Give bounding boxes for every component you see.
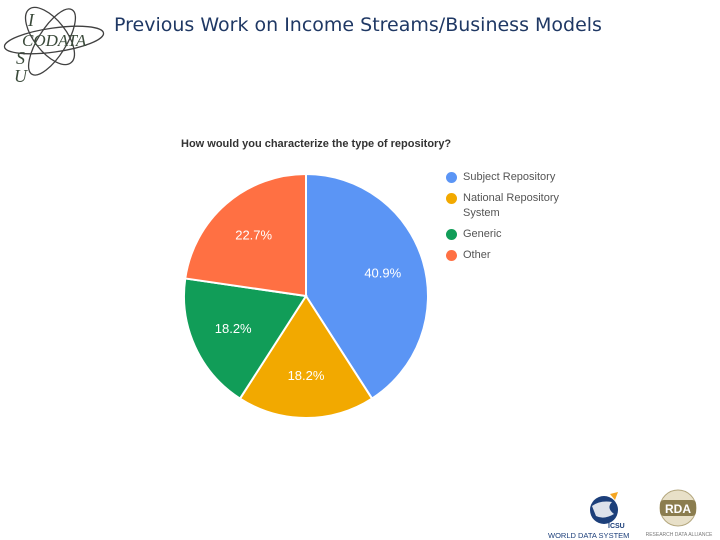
logo-letter-u: U [14,66,28,84]
pie-slice-generic[interactable] [183,277,308,400]
icsu-wds-logo: ICSU WORLD DATA SYSTEM [548,492,629,540]
rda-text: RDA [665,502,691,516]
logo-letter-s: S [16,48,25,68]
codata-logo: I CODATA S U [3,6,105,84]
wds-text: WORLD DATA SYSTEM [548,531,629,540]
icsu-text: ICSU [608,523,625,530]
rda-tagline: RESEARCH DATA ALLIANCE [646,532,713,538]
legend-swatch [446,193,457,204]
slide-title: Previous Work on Income Streams/Business… [114,14,602,36]
pie-chart: 40.9% 18.2% 18.2% 22.7% [183,172,429,419]
pie-slice-national-repository-system[interactable] [238,294,374,419]
pie-data-label: 18.2% [215,321,252,336]
chart-title: How would you characterize the type of r… [181,138,452,150]
legend-swatch [446,172,457,183]
pie-slice-other[interactable] [184,172,307,298]
pie-data-label: 22.7% [235,227,272,242]
chart-legend: Subject Repository National Repository S… [446,170,596,269]
legend-label: Other [463,249,491,261]
legend-label: Subject Repository [463,171,556,183]
pie-data-label: 18.2% [288,368,325,383]
logo-letter-i: I [27,10,35,30]
rda-logo: RDA RESEARCH DATA ALLIANCE [646,489,713,538]
legend-swatch [446,229,457,240]
legend-label: National Repository System [463,192,559,219]
legend-swatch [446,250,457,261]
legend-item-other[interactable]: Other [446,248,596,263]
legend-label: Generic [463,228,502,240]
pie-data-label: 40.9% [364,265,401,280]
legend-item-national-repository-system[interactable]: National Repository System [446,191,596,221]
legend-item-generic[interactable]: Generic [446,227,596,242]
logo-word-codata: CODATA [22,31,87,50]
legend-item-subject-repository[interactable]: Subject Repository [446,170,596,185]
